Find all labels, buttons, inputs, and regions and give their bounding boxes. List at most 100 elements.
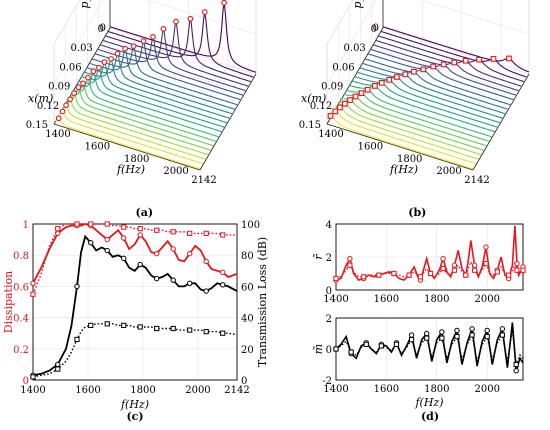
point <box>30 291 36 297</box>
point <box>55 366 61 372</box>
y-left-tick-label: 0.8 <box>13 251 29 262</box>
point <box>30 280 36 286</box>
y-tick-label: 2 <box>326 314 332 325</box>
point <box>170 277 176 283</box>
curve-x0.05 <box>91 44 238 106</box>
x-tick-label: 0 <box>98 24 104 35</box>
peak-marker <box>490 56 497 62</box>
curve-x0.114 <box>340 95 487 147</box>
point <box>424 335 430 341</box>
z-gridline <box>53 0 257 85</box>
point <box>104 247 110 254</box>
point <box>417 274 424 280</box>
point <box>55 361 61 368</box>
peak-marker <box>451 59 458 66</box>
point <box>483 244 489 250</box>
point <box>88 240 94 246</box>
curve-x0.014 <box>104 17 251 83</box>
z-tick-label: 0 <box>373 23 379 34</box>
curve-x0.042 <box>367 53 514 101</box>
point <box>187 280 193 286</box>
x-tick-label: 0.09 <box>321 82 343 93</box>
point <box>203 329 209 335</box>
z-axis-label: p_cav / p <box>78 0 91 9</box>
point <box>333 275 339 282</box>
f-axis <box>326 123 474 171</box>
z-axis-label: p_cav / p <box>351 0 364 9</box>
x-axis-label: x(m) <box>28 92 53 105</box>
f-tick-label: 1400 <box>45 129 70 140</box>
curve-x0.142 <box>329 110 477 165</box>
curve-x0.107 <box>70 83 217 142</box>
peak-marker <box>187 15 194 22</box>
curve-x0.064 <box>358 67 506 115</box>
point <box>170 325 176 332</box>
curve-x0.114 <box>67 85 214 147</box>
f-tick-label: 2000 <box>436 166 461 177</box>
y-right-tick-label: 80 <box>241 251 254 262</box>
curve-x0.15 <box>326 115 474 170</box>
y-left-tick-label: 0 <box>23 376 29 387</box>
point <box>121 322 127 328</box>
peak-marker <box>342 100 348 107</box>
z-gridline <box>53 0 81 45</box>
x-tick-label: 0.09 <box>48 82 70 93</box>
x-tick-label: 0.03 <box>344 43 366 54</box>
curve-x0.014 <box>377 35 524 83</box>
x-tick-label: 1800 <box>130 385 155 396</box>
point <box>463 272 469 278</box>
point <box>154 275 160 282</box>
point <box>408 332 415 338</box>
point <box>220 330 226 336</box>
peak-marker <box>337 104 343 111</box>
point <box>220 282 226 288</box>
x-tick-label: 0.06 <box>59 62 81 73</box>
point <box>104 221 110 227</box>
y-right-tick-label: 100 <box>241 220 260 231</box>
y-left-tick-label: 0.2 <box>13 345 29 356</box>
point <box>220 269 226 276</box>
x-tick-label: 0.15 <box>299 120 321 131</box>
point <box>469 332 475 338</box>
curve-x0.15 <box>53 117 201 170</box>
f-tick-label: 1600 <box>85 141 110 152</box>
curve-x0.128 <box>62 98 209 156</box>
point <box>406 272 412 278</box>
curve-x0.078 <box>353 75 501 124</box>
x-tick-label: 0 <box>371 24 377 35</box>
x-tick-label: 0.12 <box>310 101 332 112</box>
curve-x0.142 <box>56 110 204 165</box>
point <box>484 334 490 340</box>
peak-marker <box>160 26 167 32</box>
y-axis-label: m̃ <box>312 344 325 354</box>
x-tick-label: 1800 <box>424 294 449 305</box>
curve-x0.128 <box>335 103 482 156</box>
plot-frame <box>32 223 238 381</box>
x-tick-label: 2000 <box>474 294 499 305</box>
point <box>74 283 80 290</box>
f-tick-label: 2000 <box>163 166 188 177</box>
caption: (a) <box>136 206 154 219</box>
peak-marker <box>122 45 128 52</box>
curve-x0.107 <box>343 92 490 142</box>
point <box>74 336 80 343</box>
x-tick-label: 0.15 <box>26 120 48 131</box>
curve-x0.135 <box>332 106 479 160</box>
peak-marker <box>332 108 339 115</box>
peak-marker <box>108 56 114 62</box>
x-tick-label: 1400 <box>323 294 348 305</box>
peak-marker <box>358 90 365 96</box>
peak-marker <box>201 9 208 15</box>
point <box>439 335 445 341</box>
point <box>363 341 369 347</box>
peak-marker <box>96 64 102 71</box>
y-left-tick-label: 1 <box>23 220 29 231</box>
series-line-3 <box>32 323 238 378</box>
f-tick-label: 2142 <box>191 175 216 186</box>
peak-marker <box>140 38 147 45</box>
point <box>514 267 520 273</box>
point <box>409 337 415 343</box>
point <box>472 267 478 273</box>
